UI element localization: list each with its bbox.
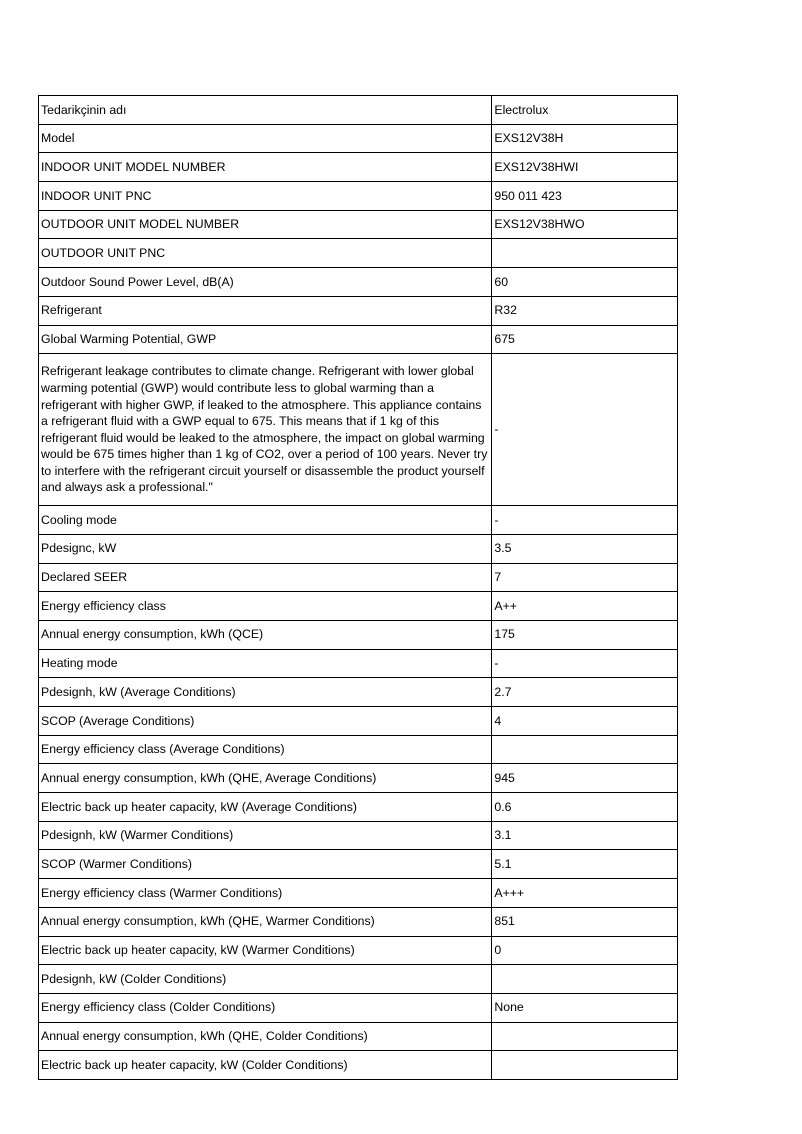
row-value [491,238,678,269]
row-label: Model [37,123,493,154]
row-label: Annual energy consumption, kWh (QHE, Col… [37,1021,493,1052]
row-value: - [491,648,678,679]
table-row: Energy efficiency class (Average Conditi… [37,734,678,765]
table-row: Annual energy consumption, kWh (QCE) 175 [37,619,678,650]
row-value: A++ [491,591,678,621]
row-value [491,1021,678,1052]
row-value: EXS12V38HWI [491,152,678,183]
row-value: 7 [491,562,678,593]
row-label: SCOP (Warmer Conditions) [37,849,493,880]
row-label: Refrigerant [37,295,493,326]
row-label: OUTDOOR UNIT MODEL NUMBER [37,209,493,240]
row-value: 945 [491,763,678,794]
table-row: Annual energy consumption, kWh (QHE, Ave… [37,763,678,794]
table-row: Pdesignh, kW (Average Conditions) 2.7 [37,677,678,707]
row-label: Electric back up heater capacity, kW (Av… [37,792,493,822]
row-label: Pdesignc, kW [37,533,493,564]
table-row: Declared SEER 7 [37,562,678,593]
row-label: Energy efficiency class [37,591,493,621]
row-value: 675 [491,324,678,355]
row-label: Energy efficiency class (Average Conditi… [37,734,493,765]
table-row: Refrigerant R32 [37,295,678,326]
row-value: 950 011 423 [491,181,678,211]
row-value: 0.6 [491,792,678,822]
row-label: Tedarikçinin adı [37,95,493,125]
table-row: SCOP (Warmer Conditions) 5.1 [37,849,678,880]
row-value: 4 [491,706,678,736]
row-value: Electrolux [491,95,678,125]
row-value [491,1050,678,1080]
row-label: INDOOR UNIT PNC [37,181,493,211]
row-value: EXS12V38HWO [491,209,678,240]
row-label: Electric back up heater capacity, kW (Wa… [37,935,493,966]
row-label: Outdoor Sound Power Level, dB(A) [37,267,493,297]
table-row: OUTDOOR UNIT MODEL NUMBER EXS12V38HWO [37,209,678,240]
row-label: Pdesignh, kW (Average Conditions) [37,677,493,707]
table-row: Refrigerant leakage contributes to clima… [37,353,678,507]
table-row: Cooling mode - [37,505,678,535]
table-row: Pdesignh, kW (Warmer Conditions) 3.1 [37,820,678,851]
row-value: 175 [491,619,678,650]
table-row: Energy efficiency class (Warmer Conditio… [37,878,678,908]
row-label: Pdesignh, kW (Colder Conditions) [37,964,493,994]
row-label: OUTDOOR UNIT PNC [37,238,493,269]
row-label: Energy efficiency class (Colder Conditio… [37,992,493,1023]
row-label: Electric back up heater capacity, kW (Co… [37,1050,493,1080]
row-label: Annual energy consumption, kWh (QHE, War… [37,906,493,937]
row-label: Global Warming Potential, GWP [37,324,493,355]
row-value: 2.7 [491,677,678,707]
row-value: None [491,992,678,1023]
table-row: SCOP (Average Conditions) 4 [37,706,678,736]
row-label: Pdesignh, kW (Warmer Conditions) [37,820,493,851]
table-row: Pdesignc, kW 3.5 [37,533,678,564]
table-row: Electric back up heater capacity, kW (Co… [37,1050,678,1080]
row-label: Annual energy consumption, kWh (QCE) [37,619,493,650]
table-row: Outdoor Sound Power Level, dB(A) 60 [37,267,678,297]
table-row: Global Warming Potential, GWP 675 [37,324,678,355]
table-row: Heating mode - [37,648,678,679]
table-row: INDOOR UNIT MODEL NUMBER EXS12V38HWI [37,152,678,183]
row-value: A+++ [491,878,678,908]
row-value: R32 [491,295,678,326]
row-label: Heating mode [37,648,493,679]
table-row: Annual energy consumption, kWh (QHE, War… [37,906,678,937]
row-value: 60 [491,267,678,297]
row-value [491,734,678,765]
row-label: Refrigerant leakage contributes to clima… [37,353,493,507]
table-row: Annual energy consumption, kWh (QHE, Col… [37,1021,678,1052]
row-label: Energy efficiency class (Warmer Conditio… [37,878,493,908]
table-row: Electric back up heater capacity, kW (Wa… [37,935,678,966]
table-row: Energy efficiency class A++ [37,591,678,621]
row-label: Declared SEER [37,562,493,593]
row-label: Annual energy consumption, kWh (QHE, Ave… [37,763,493,794]
table-row: OUTDOOR UNIT PNC [37,238,678,269]
row-value: 5.1 [491,849,678,880]
row-value [491,964,678,994]
product-spec-table: Tedarikçinin adı Electrolux Model EXS12V38H… [37,95,678,1080]
table-row: Energy efficiency class (Colder Conditio… [37,992,678,1023]
table-row: Electric back up heater capacity, kW (Av… [37,792,678,822]
row-value: 0 [491,935,678,966]
table-row: Tedarikçinin adı Electrolux [37,95,678,125]
row-value: 851 [491,906,678,937]
row-value: 3.5 [491,533,678,564]
table-row: Model EXS12V38H [37,123,678,154]
row-label: SCOP (Average Conditions) [37,706,493,736]
table-row: Pdesignh, kW (Colder Conditions) [37,964,678,994]
table-row: INDOOR UNIT PNC 950 011 423 [37,181,678,211]
row-value: - [491,505,678,535]
row-label: INDOOR UNIT MODEL NUMBER [37,152,493,183]
row-value: EXS12V38H [491,123,678,154]
row-label: Cooling mode [37,505,493,535]
row-value: 3.1 [491,820,678,851]
row-value: - [491,353,678,507]
